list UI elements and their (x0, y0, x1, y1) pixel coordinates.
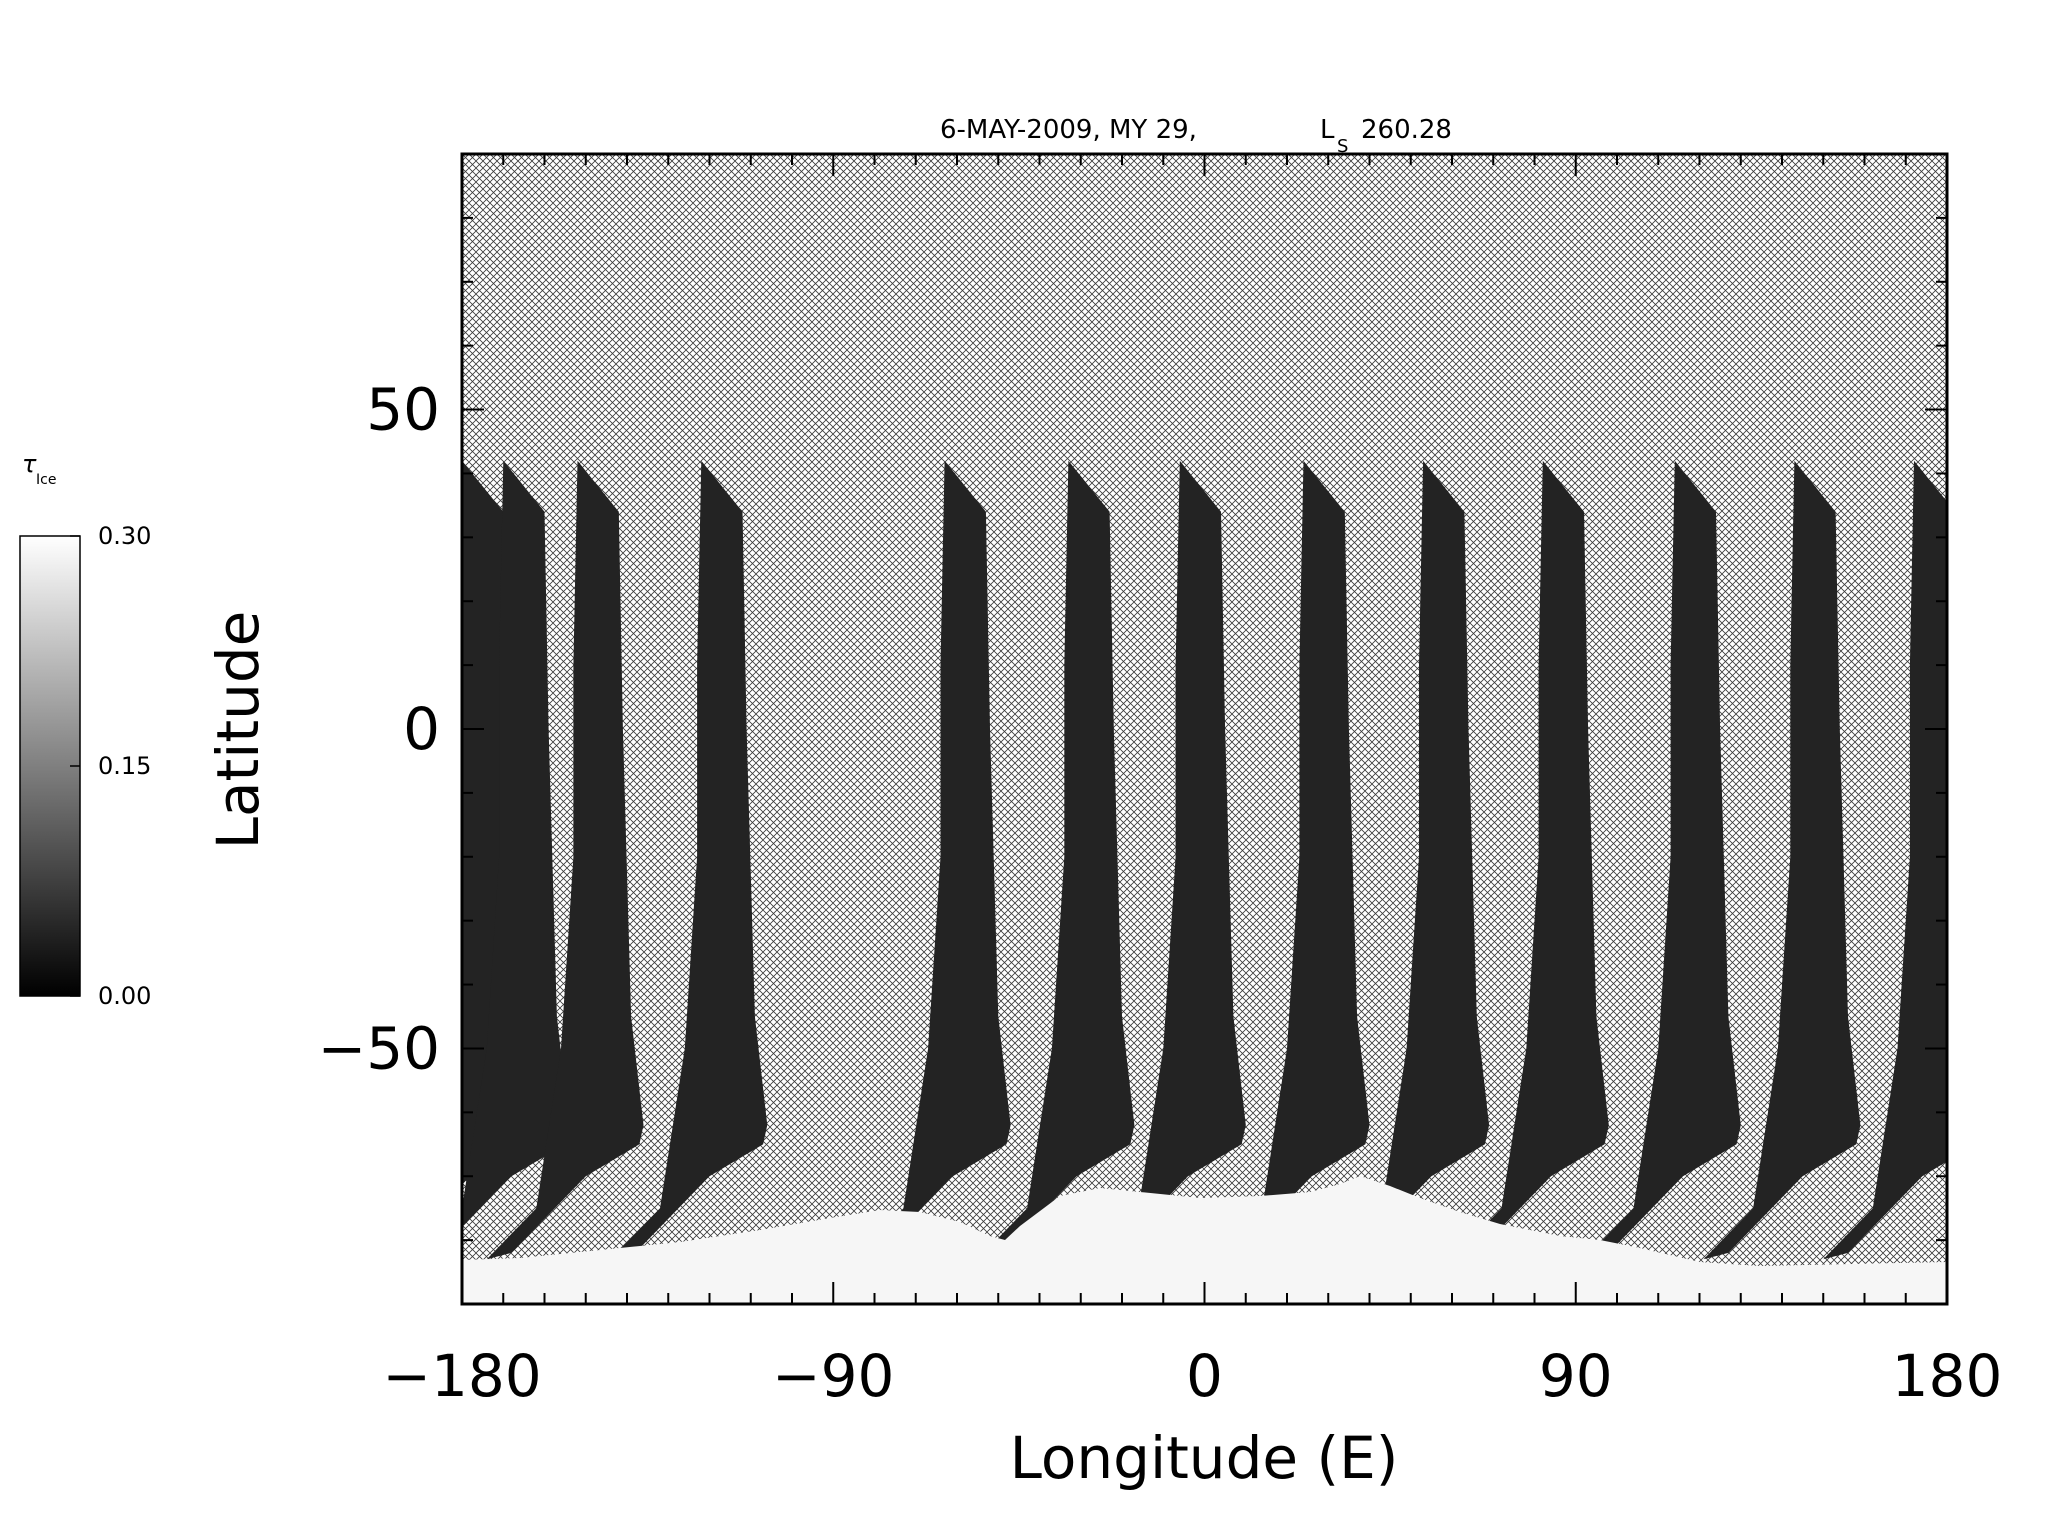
colorbar: τ Ice 0.00 0.15 0.30 (19, 450, 151, 1010)
x-tick-label: −90 (772, 1342, 894, 1410)
south-polar-cap-region (462, 1176, 1947, 1304)
axis-minor-ticks (461, 153, 1948, 1305)
colorbar-ticks: 0.00 0.15 0.30 (70, 522, 151, 1010)
colorbar-tick-label: 0.30 (98, 522, 151, 550)
plot-area (460, 152, 1949, 1306)
title-ls-subscript: S (1337, 136, 1348, 157)
swath-7 (1089, 460, 1246, 1260)
swath-10 (1452, 460, 1609, 1260)
swath-12 (1703, 460, 1861, 1260)
swath-4 (610, 460, 768, 1260)
y-tick-labels: −50 0 50 (318, 376, 440, 1083)
swath-2 (462, 460, 570, 1228)
swath-11 (1584, 460, 1741, 1260)
title-ls-symbol: L (1320, 115, 1335, 145)
swath-5 (853, 460, 1011, 1260)
y-tick-label: 0 (403, 695, 440, 763)
x-tick-label: 0 (1186, 1342, 1223, 1410)
colorbar-label-subscript: Ice (36, 472, 56, 488)
title-text: 6-MAY-2009, MY 29, (940, 115, 1197, 145)
x-tick-labels: −180 −90 0 90 180 (382, 1342, 2002, 1410)
swath-8 (1212, 460, 1370, 1260)
observation-swaths (462, 460, 1947, 1260)
x-axis-label: Longitude (E) (1010, 1424, 1399, 1492)
y-tick-label: 50 (366, 376, 440, 444)
y-tick-label: −50 (318, 1014, 440, 1082)
x-tick-label: 90 (1539, 1342, 1613, 1410)
colorbar-label-symbol: τ (22, 450, 37, 478)
x-tick-label: −180 (382, 1342, 541, 1410)
chart-title: 6-MAY-2009, MY 29, L S 260.28 (940, 115, 1452, 157)
colorbar-tick-label: 0.00 (98, 982, 151, 1010)
swath-6 (977, 460, 1135, 1260)
y-axis-label: Latitude (204, 611, 272, 850)
swath-9 (1332, 460, 1490, 1260)
x-tick-label: 180 (1892, 1342, 2003, 1410)
title-ls-value: 260.28 (1361, 115, 1452, 145)
swath-13 (1823, 460, 1947, 1260)
colorbar-tick-label: 0.15 (98, 752, 151, 780)
swath-3 (486, 460, 644, 1260)
